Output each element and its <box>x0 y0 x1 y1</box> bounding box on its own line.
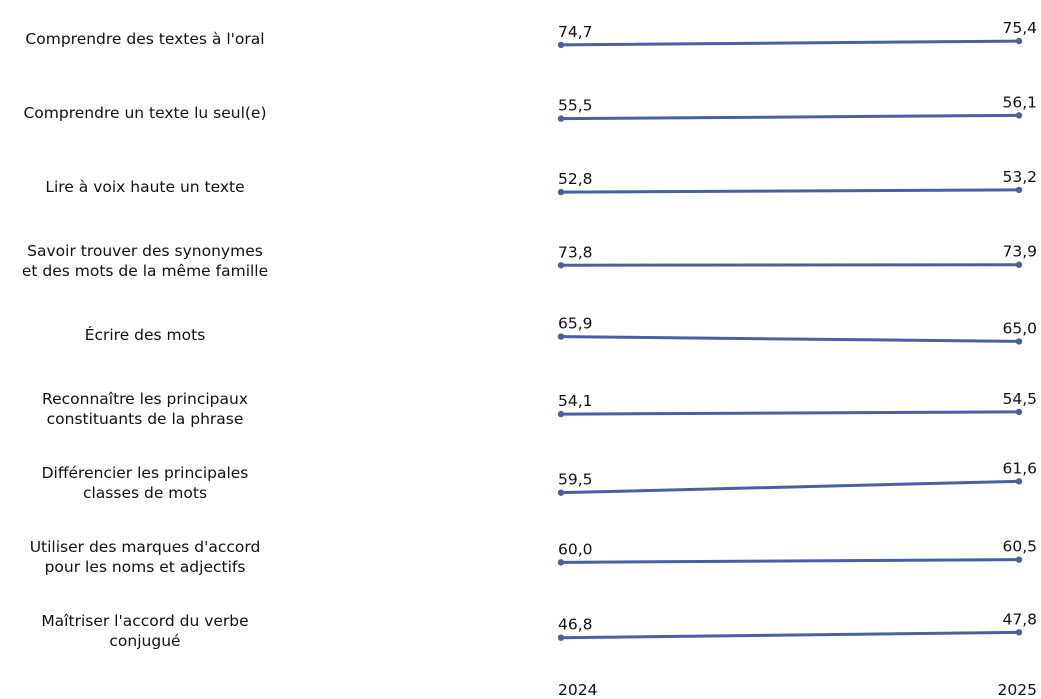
data-label: 53,2 <box>1002 168 1037 186</box>
data-label: 65,0 <box>1002 319 1037 337</box>
data-point <box>557 410 565 418</box>
data-label: 73,8 <box>558 243 593 261</box>
x-tick-label: 2024 <box>558 681 597 699</box>
data-label: 65,9 <box>558 315 593 333</box>
category-label: Comprendre un texte lu seul(e) <box>23 104 267 122</box>
category-label: Comprendre des textes à l'oral <box>25 30 265 48</box>
data-label: 55,5 <box>558 97 593 115</box>
data-label: 56,1 <box>1002 93 1037 111</box>
data-point <box>557 188 565 196</box>
data-point <box>557 115 565 122</box>
series-line <box>559 479 1021 495</box>
data-point <box>557 634 565 641</box>
data-label: 52,8 <box>558 170 593 188</box>
data-point <box>1015 629 1023 636</box>
data-label: 46,8 <box>558 616 593 634</box>
data-label: 54,1 <box>558 392 593 410</box>
category-label: Différencier les principales classes de … <box>41 464 249 502</box>
data-point <box>557 489 565 496</box>
series-line <box>559 39 1021 47</box>
data-point <box>1015 37 1023 45</box>
data-label: 75,4 <box>1002 19 1037 37</box>
data-label: 60,5 <box>1002 538 1037 556</box>
data-point <box>1015 186 1023 194</box>
category-label: Écrire des mots <box>84 326 206 344</box>
category-label: Savoir trouver des synonymes et des mots… <box>21 242 269 280</box>
data-point <box>557 559 565 566</box>
data-label: 47,8 <box>1002 610 1037 628</box>
data-point <box>557 262 565 269</box>
category-label: Maîtriser l'accord du verbe conjugué <box>41 612 249 650</box>
series-line <box>559 410 1021 416</box>
x-tick-label: 2025 <box>998 681 1037 699</box>
category-label: Reconnaître les principaux constituants … <box>42 390 248 428</box>
data-label: 60,0 <box>558 540 593 558</box>
data-point <box>1015 338 1023 345</box>
series-line <box>559 558 1021 564</box>
data-point <box>1015 112 1023 119</box>
series-line <box>559 113 1021 121</box>
category-label: Lire à voix haute un texte <box>45 178 245 196</box>
data-label: 54,5 <box>1002 390 1037 408</box>
data-point <box>557 41 565 49</box>
data-point <box>1015 261 1023 268</box>
data-point <box>1015 556 1023 563</box>
series-line <box>559 630 1021 640</box>
data-label: 73,9 <box>1002 243 1037 261</box>
data-label: 59,5 <box>558 471 593 489</box>
series-line <box>559 263 1021 267</box>
category-label: Utiliser des marques d'accord pour les n… <box>29 538 261 576</box>
data-label: 74,7 <box>558 23 593 41</box>
data-label: 61,6 <box>1002 459 1037 477</box>
data-point <box>1015 478 1023 485</box>
data-point <box>557 333 565 340</box>
data-point <box>1015 408 1023 416</box>
series-line <box>559 335 1021 343</box>
series-line <box>559 188 1021 194</box>
